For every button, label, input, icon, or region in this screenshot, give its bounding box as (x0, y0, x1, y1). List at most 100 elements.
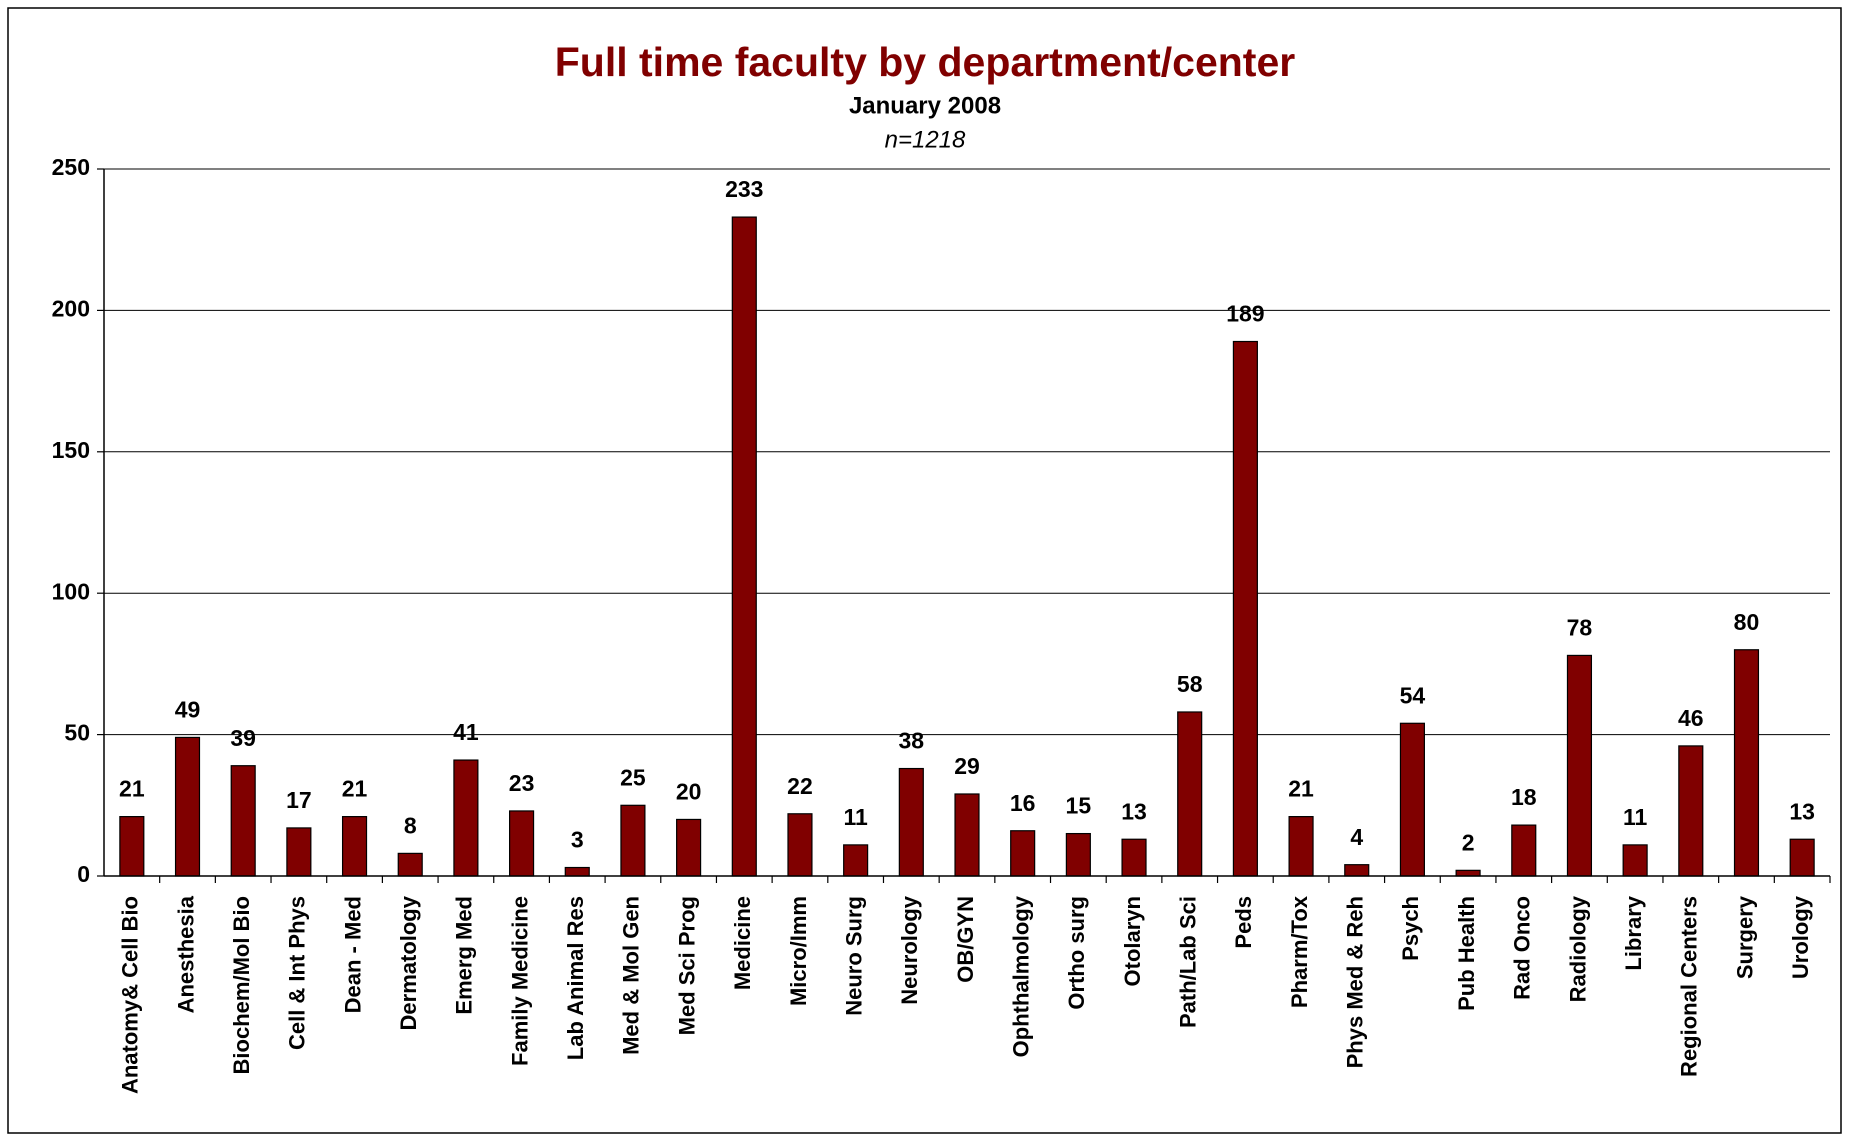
x-tick-label: Dean - Med (340, 896, 365, 1013)
bar (1511, 824, 1537, 877)
bar (174, 736, 201, 877)
bar (509, 810, 535, 877)
bar (620, 804, 646, 877)
bar (843, 844, 869, 877)
data-label: 49 (175, 697, 201, 723)
bar (453, 759, 479, 877)
bar (1288, 816, 1314, 877)
x-tick-label: Dermatology (396, 895, 421, 1030)
bar (1177, 711, 1203, 877)
x-tick-label: Regional Centers (1677, 896, 1702, 1077)
data-label: 13 (1789, 798, 1815, 824)
data-label: 2 (1462, 829, 1475, 855)
y-tick-label: 0 (77, 861, 90, 887)
data-label: 29 (954, 753, 980, 779)
bar (676, 818, 702, 877)
data-label: 233 (725, 176, 763, 202)
data-label: 21 (342, 776, 368, 802)
data-label: 21 (119, 776, 145, 802)
data-label: 22 (787, 773, 813, 799)
data-label: 17 (286, 787, 312, 813)
x-tick-label: Lab Animal Res (563, 896, 588, 1060)
data-label: 11 (1623, 804, 1648, 830)
bar (1344, 864, 1370, 877)
x-tick-label: Otolaryn (1120, 896, 1145, 986)
data-label: 15 (1066, 793, 1092, 819)
x-tick-label: Phys Med & Reh (1343, 896, 1368, 1068)
y-tick-label: 200 (52, 295, 90, 321)
data-label: 4 (1350, 824, 1363, 850)
data-label: 46 (1678, 705, 1704, 731)
x-tick-label: Peds (1231, 896, 1256, 949)
data-label: 3 (571, 827, 584, 853)
data-label: 18 (1511, 784, 1537, 810)
x-tick-label: Rad Onco (1510, 896, 1535, 1000)
x-tick-label: Neurology (897, 895, 922, 1005)
data-label: 11 (843, 804, 868, 830)
x-tick-label: Ortho surg (1064, 896, 1089, 1010)
x-tick-label: Family Medicine (507, 896, 532, 1066)
chart-title: Full time faculty by department/center (555, 39, 1295, 85)
x-tick-label: Pharm/Tox (1287, 895, 1312, 1008)
bar (1789, 838, 1815, 877)
x-tick-label: Psych (1398, 896, 1423, 961)
x-tick-label: Medicine (730, 896, 755, 990)
data-label: 58 (1177, 671, 1203, 697)
bar (1566, 654, 1593, 877)
data-label: 16 (1010, 790, 1036, 816)
y-tick-label: 150 (52, 437, 90, 463)
data-label: 25 (620, 764, 646, 790)
bar (898, 767, 924, 877)
chart-note: n=1218 (885, 126, 966, 153)
x-tick-label: Radiology (1565, 895, 1590, 1002)
data-label: 38 (899, 728, 925, 754)
x-tick-label: Biochem/Mol Bio (229, 896, 254, 1074)
data-label: 80 (1734, 609, 1760, 635)
data-label: 8 (404, 812, 417, 838)
data-label: 41 (453, 719, 479, 745)
x-tick-label: Micro/Imm (786, 896, 811, 1006)
y-tick-label: 250 (52, 154, 90, 180)
bar (1733, 649, 1760, 877)
x-tick-label: Cell & Int Phys (285, 896, 310, 1050)
data-label: 20 (676, 779, 702, 805)
x-tick-label: Med & Mol Gen (619, 896, 644, 1055)
x-tick-label: Anatomy& Cell Bio (118, 896, 143, 1094)
bar (1678, 745, 1704, 877)
y-tick-label: 100 (52, 578, 90, 604)
data-label: 54 (1400, 682, 1426, 708)
data-label: 78 (1567, 614, 1593, 640)
bar (1455, 869, 1481, 877)
chart-subtitle: January 2008 (849, 92, 1001, 119)
bar (341, 816, 368, 877)
bar (564, 866, 590, 877)
x-tick-label: Neuro Surg (841, 896, 866, 1016)
y-tick-label: 50 (64, 720, 90, 746)
data-label: 13 (1121, 798, 1147, 824)
x-tick-label: Ophthalmology (1008, 895, 1033, 1057)
data-label: 21 (1288, 776, 1314, 802)
x-tick-label: Pub Health (1454, 896, 1479, 1011)
x-tick-label: Library (1621, 895, 1646, 970)
data-label: 39 (230, 725, 256, 751)
bar (1399, 722, 1425, 877)
bar (1065, 832, 1091, 877)
x-tick-label: Med Sci Prog (674, 896, 699, 1035)
x-tick-label: Path/Lab Sci (1176, 896, 1201, 1028)
bar (1622, 844, 1648, 877)
bar (1010, 830, 1036, 877)
bar (954, 793, 980, 877)
x-tick-label: Urology (1788, 895, 1813, 979)
x-tick-label: Anesthesia (173, 895, 198, 1013)
x-tick-label: Emerg Med (452, 896, 477, 1015)
bar (787, 813, 813, 877)
bar (119, 816, 145, 877)
data-label: 23 (509, 770, 535, 796)
bar (1121, 838, 1147, 877)
data-label: 189 (1226, 301, 1264, 327)
bar (1232, 340, 1258, 877)
bar (397, 852, 423, 877)
x-tick-label: Surgery (1732, 895, 1757, 979)
x-tick-label: OB/GYN (953, 896, 978, 983)
